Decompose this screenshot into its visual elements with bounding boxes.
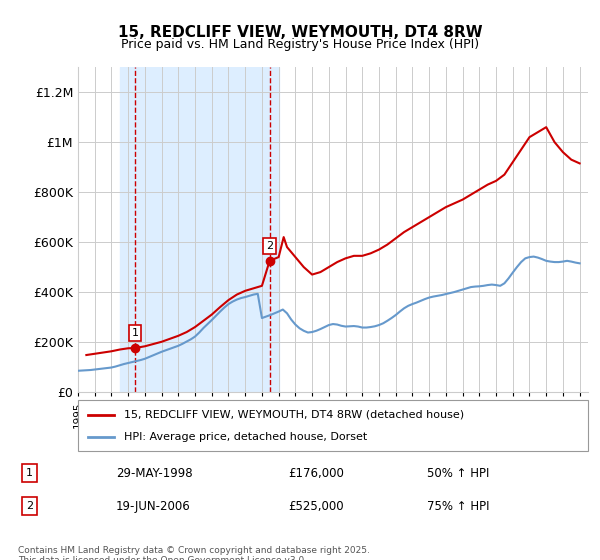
Text: 29-MAY-1998: 29-MAY-1998 [116, 466, 193, 480]
Text: 2: 2 [266, 241, 273, 251]
Text: 2: 2 [26, 501, 33, 511]
FancyBboxPatch shape [78, 400, 588, 451]
Text: 1: 1 [26, 468, 33, 478]
Text: 19-JUN-2006: 19-JUN-2006 [116, 500, 190, 512]
Text: 1: 1 [131, 328, 139, 338]
Bar [120, 67, 278, 392]
Text: 75% ↑ HPI: 75% ↑ HPI [427, 500, 489, 512]
Text: £525,000: £525,000 [289, 500, 344, 512]
Text: 15, REDCLIFF VIEW, WEYMOUTH, DT4 8RW (detached house): 15, REDCLIFF VIEW, WEYMOUTH, DT4 8RW (de… [124, 409, 464, 419]
Text: 15, REDCLIFF VIEW, WEYMOUTH, DT4 8RW: 15, REDCLIFF VIEW, WEYMOUTH, DT4 8RW [118, 25, 482, 40]
Text: HPI: Average price, detached house, Dorset: HPI: Average price, detached house, Dors… [124, 432, 367, 442]
Text: 50% ↑ HPI: 50% ↑ HPI [427, 466, 489, 480]
Text: £176,000: £176,000 [289, 466, 344, 480]
Text: Price paid vs. HM Land Registry's House Price Index (HPI): Price paid vs. HM Land Registry's House … [121, 38, 479, 51]
Text: Contains HM Land Registry data © Crown copyright and database right 2025.
This d: Contains HM Land Registry data © Crown c… [18, 546, 370, 560]
